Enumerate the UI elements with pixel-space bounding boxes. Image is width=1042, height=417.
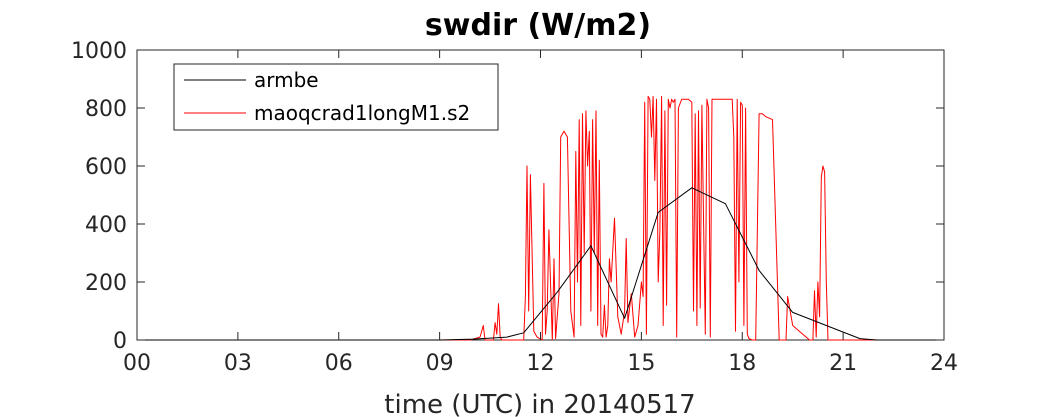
x-tick-label: 00: [123, 351, 151, 376]
x-tick-label: 18: [728, 351, 756, 376]
legend-box: [173, 63, 499, 131]
legend: armbe maoqcrad1longM1.s2: [173, 63, 499, 131]
legend-entries: armbe maoqcrad1longM1.s2: [184, 68, 470, 125]
x-tick-label: 21: [829, 351, 857, 376]
x-tick-label: 15: [627, 351, 655, 376]
series-line-maoqcrad1longm1-s2: [137, 95, 944, 341]
legend-label: maoqcrad1longM1.s2: [254, 101, 470, 125]
chart-title: swdir (W/m2): [425, 8, 651, 43]
x-tick-label: 24: [930, 351, 958, 376]
x-tick-label: 09: [426, 351, 454, 376]
x-tick-label: 12: [527, 351, 555, 376]
x-axis-label: time (UTC) in 20140517: [384, 390, 695, 417]
y-tick-label: 600: [85, 155, 127, 180]
y-tick-label: 0: [113, 329, 127, 354]
legend-label: armbe: [254, 68, 319, 92]
y-tick-label: 400: [85, 213, 127, 238]
y-tick-label: 800: [85, 97, 127, 122]
x-tick-label: 03: [224, 351, 252, 376]
series-layer: [137, 95, 944, 341]
series-line-armbe: [137, 187, 944, 341]
x-tick-label: 06: [325, 351, 353, 376]
y-tick-label: 1000: [71, 39, 127, 64]
ticks-layer: 00 03 06 09 12 15 18 21 24 0 200 400 600 800 1000: [71, 39, 958, 376]
plot-area: 00 03 06 09 12 15 18 21 24 0 200 400 600 800 1000: [71, 39, 958, 376]
y-tick-label: 200: [85, 271, 127, 296]
